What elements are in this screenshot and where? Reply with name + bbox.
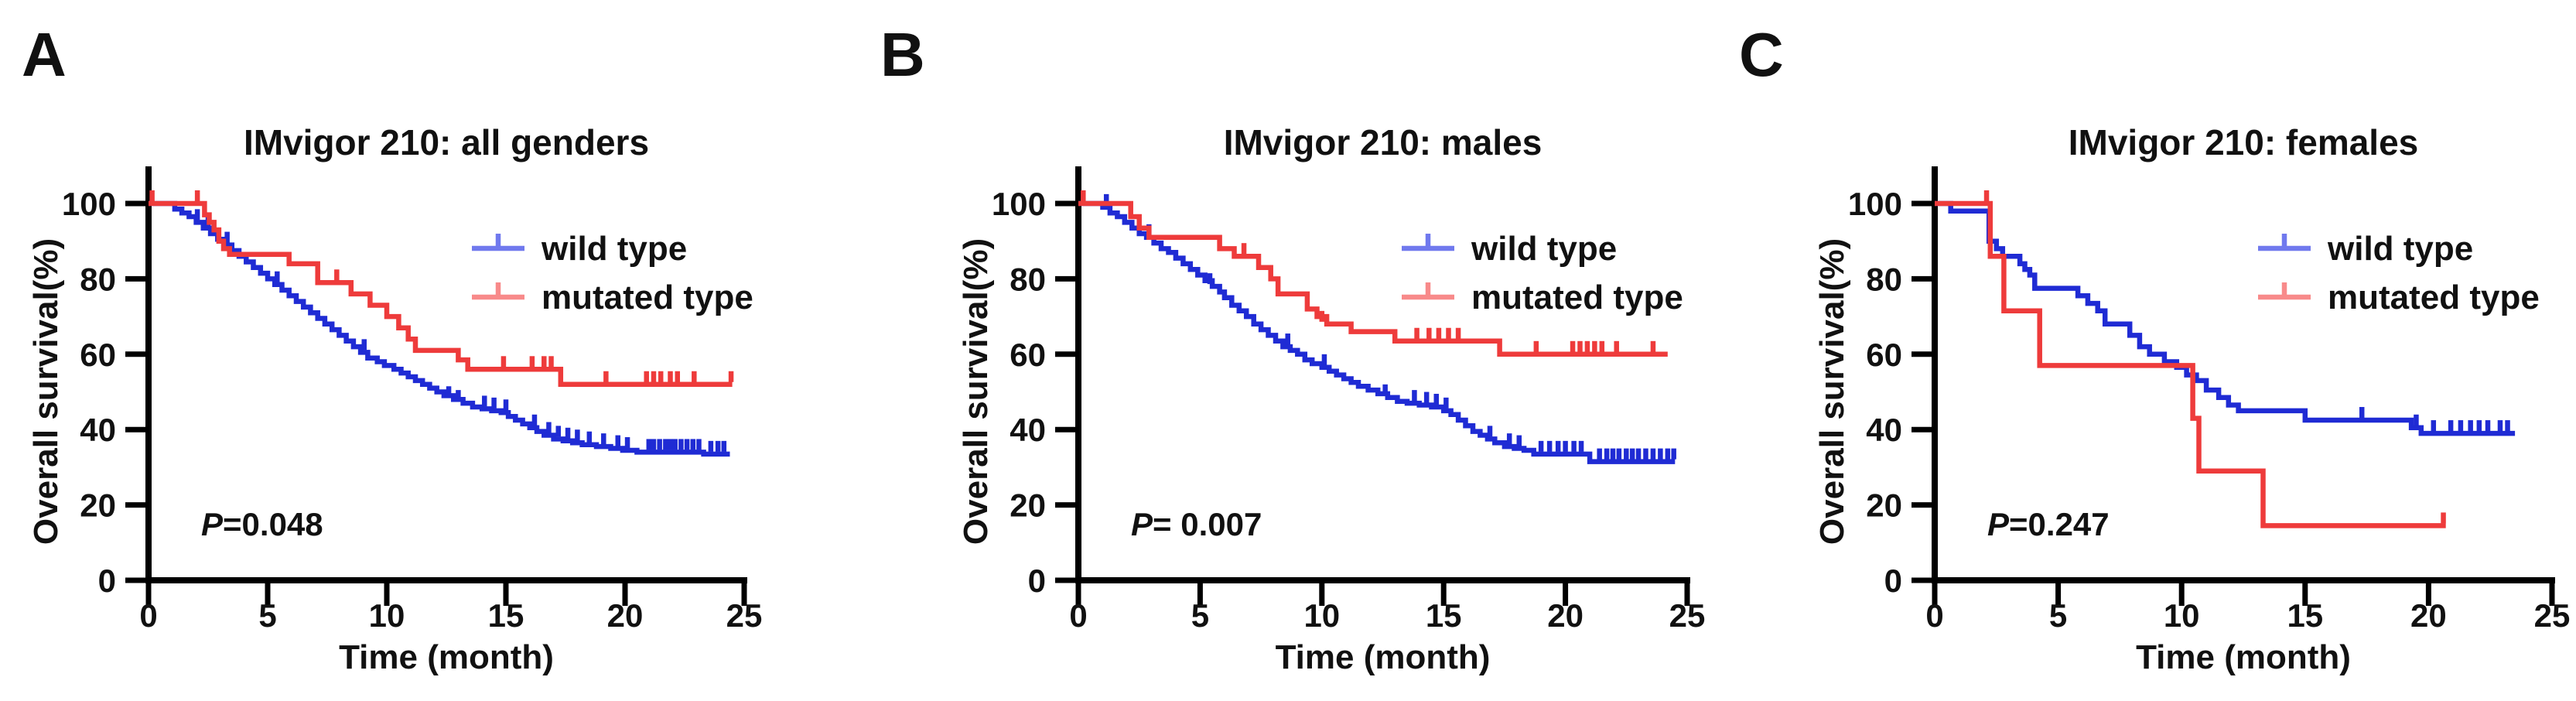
x-tick-label: 25	[1669, 597, 1706, 634]
survival-curve-mutated-type	[1078, 200, 1668, 357]
y-tick-label: 40	[1010, 412, 1046, 448]
y-axis-label: Overall survival(%)	[27, 238, 65, 545]
y-tick-label: 80	[1010, 261, 1046, 297]
survival-curve-wild-type	[1078, 200, 1676, 464]
x-tick-label: 10	[2164, 597, 2200, 634]
x-tick-label: 0	[1925, 597, 1943, 634]
y-axis-label: Overall survival(%)	[1813, 238, 1851, 545]
survival-curve-wild-type	[149, 200, 730, 457]
y-tick-label: 100	[992, 186, 1046, 222]
x-axis-label: Time (month)	[339, 638, 554, 676]
legend-label-mutated-type: mutated type	[542, 279, 753, 316]
x-tick-label: 25	[2534, 597, 2571, 634]
y-tick-label: 100	[1848, 186, 1902, 222]
panel-B: B IMvigor 210: males 0 5 10 15 20 25 0 20 40 60 80 10…	[859, 0, 1717, 701]
p-value: P=0.048	[201, 506, 323, 542]
y-tick-label: 60	[1010, 337, 1046, 373]
x-tick-label: 5	[258, 597, 276, 634]
survival-curve-mutated-type	[1935, 200, 2446, 528]
legend-label-mutated-type: mutated type	[1471, 279, 1683, 316]
y-tick-label: 100	[62, 186, 116, 222]
legend-item-mutated-type: mutated type	[472, 279, 753, 316]
legend-item-mutated-type: mutated type	[1402, 279, 1683, 316]
x-tick-label: 15	[2287, 597, 2323, 634]
chart-title: IMvigor 210: all genders	[244, 122, 649, 162]
survival-curve-mutated-type	[149, 200, 733, 388]
x-tick-label: 15	[1426, 597, 1462, 634]
chart-title: IMvigor 210: males	[1224, 122, 1543, 162]
panel-letter: A	[22, 20, 67, 89]
panel-A: A IMvigor 210: all genders 0 5 10 15 20 25 0 20 40…	[0, 0, 859, 701]
y-tick-label: 60	[1866, 337, 1902, 373]
y-tick-label: 80	[80, 261, 116, 297]
x-tick-label: 15	[488, 597, 524, 634]
x-tick-label: 10	[369, 597, 405, 634]
x-tick-label: 5	[1191, 597, 1209, 634]
panel-letter: C	[1739, 20, 1784, 89]
x-tick-label: 10	[1303, 597, 1340, 634]
x-axis-label: Time (month)	[2136, 638, 2351, 676]
survival-curve-wild-type	[1935, 200, 2516, 436]
y-tick-label: 20	[1010, 487, 1046, 524]
y-tick-label: 0	[1884, 563, 1902, 599]
y-tick-label: 40	[1866, 412, 1902, 448]
panel-C: C IMvigor 210: females 0 5 10 15 20 25 0 20 40 60 80…	[1717, 0, 2576, 701]
panel-C-plot: C IMvigor 210: females 0 5 10 15 20 25 0 20 40 60 80…	[1739, 20, 2571, 676]
x-tick-label: 25	[726, 597, 763, 634]
y-tick-label: 0	[98, 563, 116, 599]
x-axis-label: Time (month)	[1276, 638, 1491, 676]
x-tick-label: 20	[2410, 597, 2447, 634]
legend-item-mutated-type: mutated type	[2258, 279, 2540, 316]
x-tick-label: 0	[139, 597, 157, 634]
x-tick-label: 20	[1547, 597, 1584, 634]
x-tick-label: 5	[2049, 597, 2067, 634]
y-tick-label: 20	[1866, 487, 1902, 524]
y-tick-label: 0	[1028, 563, 1046, 599]
p-value: P= 0.007	[1131, 506, 1262, 542]
legend-item-wild-type: wild type	[472, 230, 687, 268]
x-tick-label: 0	[1069, 597, 1087, 634]
legend-label-wild-type: wild type	[1471, 230, 1617, 268]
y-axis-label: Overall survival(%)	[957, 238, 995, 545]
panel-A-plot: A IMvigor 210: all genders 0 5 10 15 20 25 0 20 40…	[22, 20, 763, 676]
y-tick-label: 20	[80, 487, 116, 524]
legend-item-wild-type: wild type	[2258, 230, 2473, 268]
panel-letter: B	[880, 20, 925, 89]
chart-title: IMvigor 210: females	[2069, 122, 2419, 162]
legend-label-wild-type: wild type	[541, 230, 687, 268]
legend-label-wild-type: wild type	[2327, 230, 2473, 268]
y-tick-label: 80	[1866, 261, 1902, 297]
legend-item-wild-type: wild type	[1402, 230, 1617, 268]
p-value: P=0.247	[1987, 506, 2110, 542]
panel-B-plot: B IMvigor 210: males 0 5 10 15 20 25 0 20 40 60 80 10…	[880, 20, 1706, 676]
legend-label-mutated-type: mutated type	[2328, 279, 2540, 316]
x-tick-label: 20	[607, 597, 644, 634]
y-tick-label: 40	[80, 412, 116, 448]
y-tick-label: 60	[80, 337, 116, 373]
